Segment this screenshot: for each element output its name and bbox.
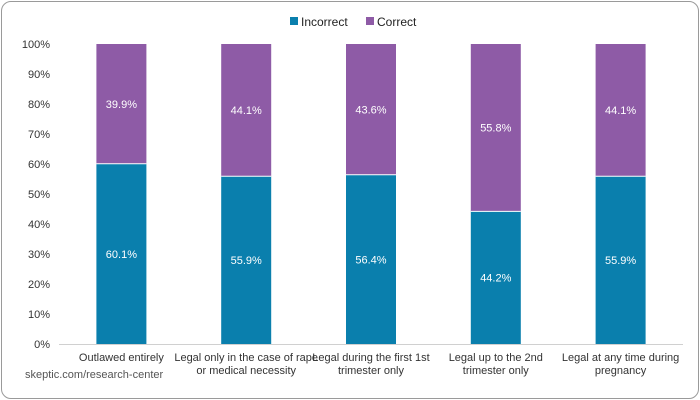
bar-segment-incorrect (221, 176, 272, 344)
data-label: 43.6% (355, 104, 386, 116)
data-label: 44.1% (231, 105, 262, 117)
chart-legend: Incorrect Correct (290, 15, 417, 29)
x-category-label: Legal only in the case of rape or medical… (174, 352, 318, 377)
y-tick-label: 0% (34, 339, 50, 351)
y-tick-label: 70% (28, 129, 50, 141)
y-tick-label: 30% (28, 249, 50, 261)
x-category-label: Legal up to the 2nd trimester only (449, 352, 543, 377)
bar-segment-correct (595, 44, 646, 177)
y-tick-label: 10% (28, 309, 50, 321)
data-label: 55.9% (231, 255, 262, 267)
data-label: 56.4% (355, 254, 386, 266)
x-category-label: Legal at any time during pregnancy (562, 352, 679, 377)
bar-segment-incorrect (595, 176, 646, 344)
x-axis-labels: Outlawed entirely Legal only in the case … (79, 352, 679, 377)
data-label: 39.9% (106, 99, 137, 111)
y-tick-label: 100% (22, 39, 50, 51)
bar-segment-incorrect (346, 174, 396, 344)
data-label: 44.2% (480, 273, 511, 285)
y-tick-label: 80% (28, 99, 50, 111)
x-category-label: Legal during the first 1st trimester only (312, 352, 429, 377)
y-tick-label: 90% (28, 69, 50, 81)
y-tick-label: 50% (28, 189, 50, 201)
data-label: 60.1% (106, 249, 137, 261)
bar-segment-incorrect (96, 163, 147, 344)
bar-segment-correct (96, 44, 147, 164)
y-tick-label: 60% (28, 159, 50, 171)
data-label: 55.9% (605, 255, 636, 267)
bars: 60.1% 39.9% 55.9% 44.1% 56.4% 43.6% 44.2% 55.8%… (96, 44, 646, 344)
y-tick-label: 40% (28, 219, 50, 231)
bar-segment-correct (470, 44, 521, 212)
legend-label: Correct (377, 15, 417, 29)
data-label: 55.8% (480, 123, 511, 135)
legend-label: Incorrect (301, 15, 348, 29)
bar-segment-correct (221, 44, 272, 177)
y-axis: 0% 10% 20% 30% 40% 50% 60% 70% 80% 90% 100% (22, 39, 683, 351)
data-label: 44.1% (605, 105, 636, 117)
source-caption: skeptic.com/research-center (25, 369, 164, 381)
legend-swatch-incorrect (290, 17, 298, 25)
x-category-label: Outlawed entirely (79, 352, 164, 364)
bar-segment-correct (346, 44, 396, 175)
legend-swatch-correct (366, 17, 374, 25)
bar-segment-incorrect (470, 211, 521, 344)
y-tick-label: 20% (28, 279, 50, 291)
